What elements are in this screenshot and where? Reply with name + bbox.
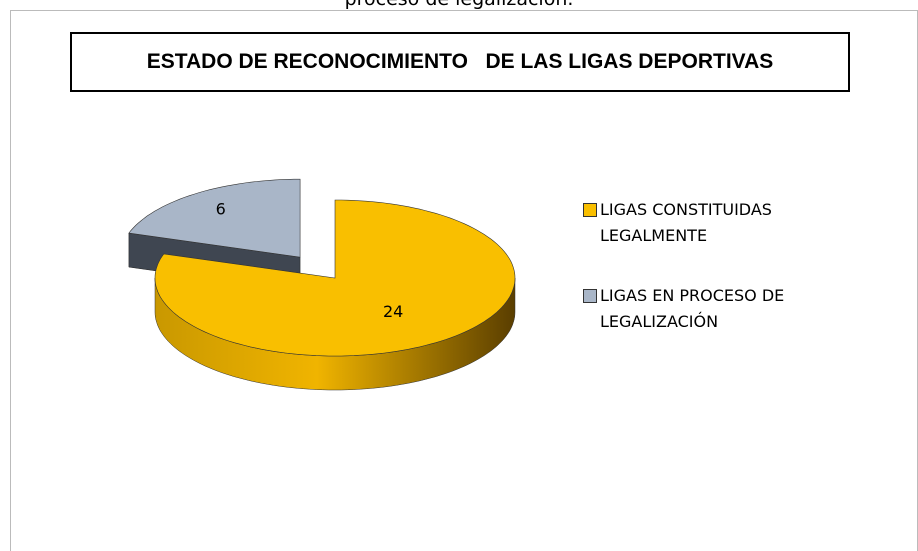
legend-item: LIGAS EN PROCESO DE LEGALIZACIÓN — [583, 283, 823, 335]
slice — [154, 199, 516, 357]
data-label: 24 — [383, 302, 403, 321]
legend-swatch — [583, 289, 597, 303]
slice — [128, 178, 301, 258]
caption: proceso de legalización. — [0, 0, 918, 10]
legend-swatch — [583, 203, 597, 217]
legend-label: LIGAS EN PROCESO DE LEGALIZACIÓN — [600, 286, 785, 331]
chart-title: ESTADO DE RECONOCIMIENTO DE LAS LIGAS DE… — [70, 32, 850, 92]
data-label: 6 — [216, 199, 226, 218]
legend-label: LIGAS CONSTITUIDAS LEGALMENTE — [600, 200, 772, 245]
legend-item: LIGAS CONSTITUIDAS LEGALMENTE — [583, 197, 823, 249]
